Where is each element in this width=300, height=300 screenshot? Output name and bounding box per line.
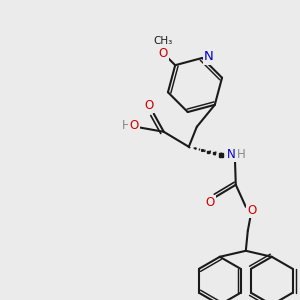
Text: O: O [159, 47, 168, 60]
Text: O: O [144, 99, 153, 112]
Text: O: O [247, 204, 256, 217]
Text: H: H [237, 148, 245, 161]
Text: N: N [227, 148, 236, 161]
Text: CH₃: CH₃ [154, 36, 173, 46]
Text: N: N [204, 50, 214, 64]
Text: H: H [122, 119, 131, 132]
Text: O: O [205, 196, 214, 209]
Text: O: O [130, 119, 139, 132]
